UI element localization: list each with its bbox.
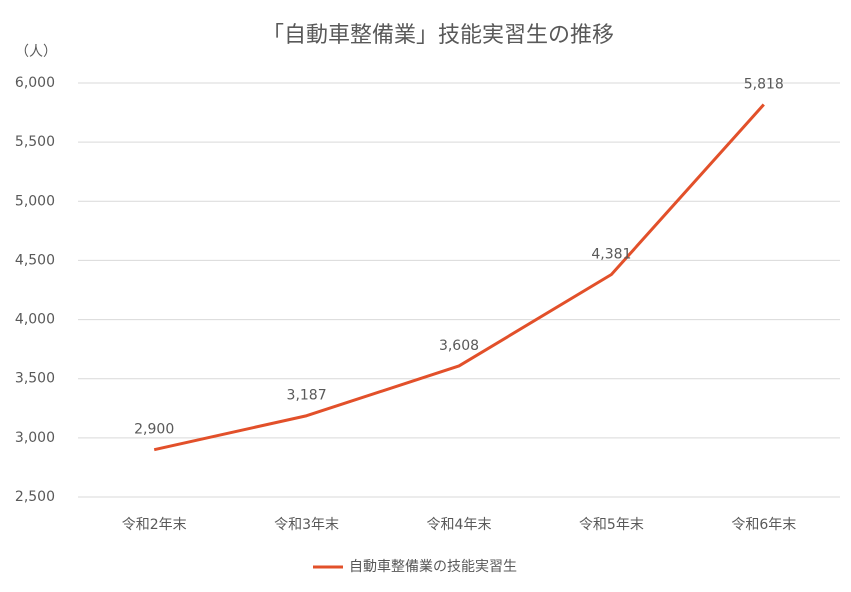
data-label: 5,818	[744, 77, 784, 93]
data-label: 4,381	[591, 247, 631, 263]
y-tick-label: 4,000	[15, 312, 55, 328]
y-tick-label: 2,500	[15, 489, 55, 505]
x-tick-label: 令和4年末	[427, 517, 492, 533]
x-tick-label: 令和2年末	[122, 517, 187, 533]
x-tick-label: 令和5年末	[579, 517, 644, 533]
x-tick-label: 令和3年末	[274, 517, 339, 533]
x-tick-label: 令和6年末	[731, 517, 796, 533]
data-label: 2,900	[134, 422, 174, 438]
data-line	[153, 103, 765, 452]
y-tick-label: 4,500	[15, 252, 55, 268]
y-tick-label: 5,500	[15, 134, 55, 150]
y-tick-label: 6,000	[15, 75, 55, 91]
data-label: 3,608	[439, 338, 479, 354]
y-tick-label: 5,000	[15, 193, 55, 209]
y-axis-label: （人）	[15, 44, 57, 60]
legend-label: 自動車整備業の技能実習生	[349, 558, 517, 575]
y-tick-label: 3,500	[15, 371, 55, 387]
y-tick-label: 3,000	[15, 430, 55, 446]
chart-title: 「自動車整備業」技能実習生の推移	[262, 23, 614, 48]
data-label: 3,187	[287, 388, 327, 404]
